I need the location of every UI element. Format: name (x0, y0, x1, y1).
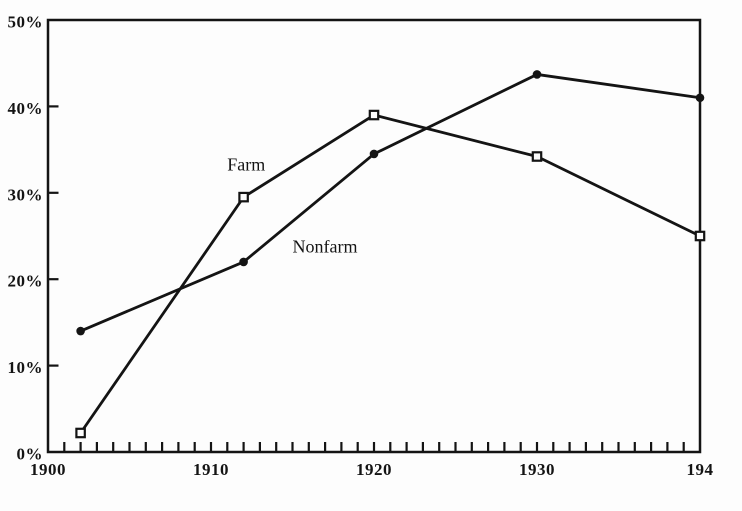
y-axis-tick-label: 0% (17, 445, 44, 464)
marker-open-square-farm (694, 230, 706, 242)
marker-open-square-farm (531, 151, 543, 162)
marker-filled-circle-nonfarm (239, 257, 248, 267)
marker-open-square-farm (238, 191, 249, 203)
marker-filled-circle-nonfarm (369, 149, 379, 159)
x-axis-tick-label: 194 (687, 460, 714, 479)
x-axis-tick-label: 1920 (356, 460, 392, 479)
y-axis-tick-label: 20% (8, 272, 44, 291)
series-line-farm (79, 113, 702, 435)
x-axis-tick-label: 1910 (193, 460, 229, 479)
marker-filled-circle-nonfarm (695, 93, 705, 103)
series-label-farm: Farm (227, 154, 265, 174)
series-label-nonfarm: Nonfarm (293, 236, 358, 256)
y-axis-tick-label: 50% (8, 13, 44, 32)
marker-filled-circle-nonfarm (532, 70, 542, 79)
series-line-nonfarm (79, 73, 702, 333)
x-axis-tick-label: 1930 (519, 460, 555, 479)
y-axis-tick-label: 30% (8, 185, 44, 204)
x-axis-tick-label: 1900 (30, 460, 66, 479)
marker-open-square-farm (75, 427, 86, 439)
marker-filled-circle-nonfarm (76, 326, 85, 336)
marker-open-square-farm (368, 109, 380, 121)
y-axis-tick-label: 10% (8, 358, 44, 377)
y-axis-tick-label: 40% (8, 99, 44, 118)
